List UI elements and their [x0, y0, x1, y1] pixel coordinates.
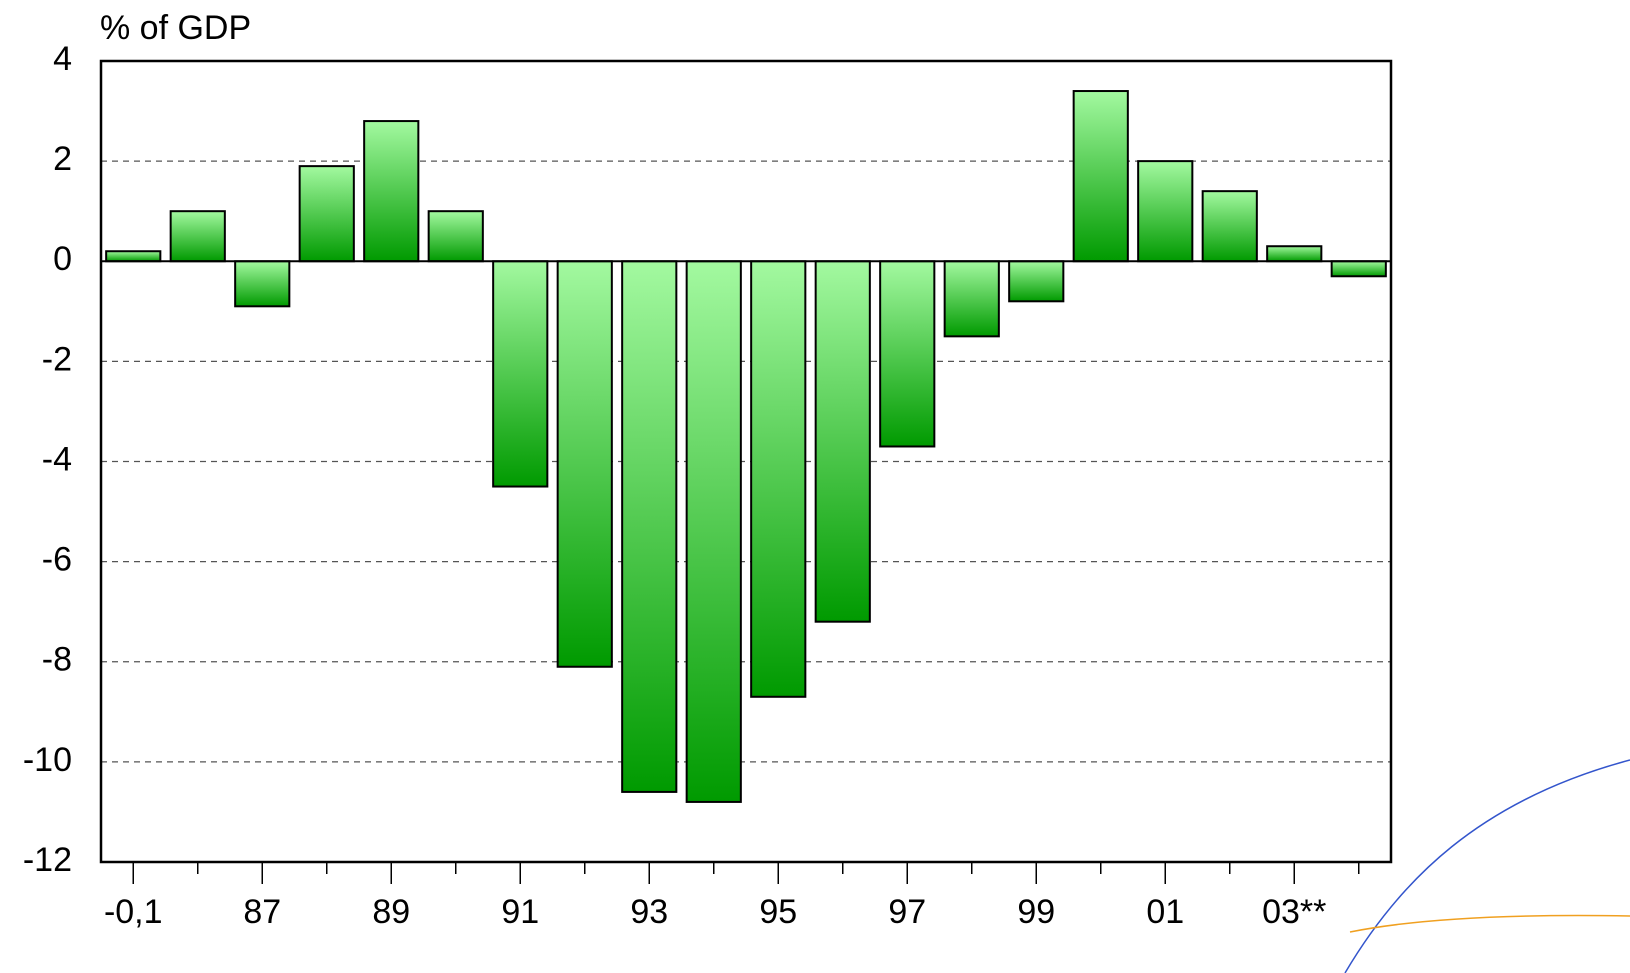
bar — [169, 210, 226, 263]
bar — [621, 260, 678, 793]
bar — [1137, 160, 1194, 263]
y-tick-label: -4 — [42, 440, 72, 478]
bar — [105, 250, 162, 263]
bar — [1201, 190, 1258, 263]
decoration-curve — [1344, 759, 1630, 973]
x-tick-label: 97 — [888, 893, 926, 931]
bar — [363, 120, 420, 263]
bar — [879, 260, 936, 448]
bar — [685, 260, 742, 803]
x-tick-label: 03** — [1262, 893, 1326, 931]
x-tick-label: -0,1 — [104, 893, 163, 931]
bar — [1266, 245, 1323, 263]
y-tick-label: -10 — [23, 741, 72, 779]
bar — [1330, 260, 1387, 278]
x-tick-label: 93 — [630, 893, 668, 931]
decoration-curve — [1349, 914, 1630, 933]
y-axis-label: % of GDP — [100, 9, 251, 47]
y-tick-label: 2 — [53, 140, 72, 178]
x-tick-label: 89 — [372, 893, 410, 931]
bar — [750, 260, 807, 698]
bar — [556, 260, 613, 668]
bar — [814, 260, 871, 623]
y-tick-label: 4 — [53, 40, 72, 78]
bar — [943, 260, 1000, 338]
x-tick-label: 91 — [501, 893, 539, 931]
bar — [298, 165, 355, 263]
bar — [1072, 90, 1129, 263]
x-tick-label: 01 — [1146, 893, 1184, 931]
y-tick-label: -8 — [42, 641, 72, 679]
y-tick-label: -6 — [42, 541, 72, 579]
x-tick-label: 95 — [759, 893, 797, 931]
y-tick-label: 0 — [53, 240, 72, 278]
y-tick-label: -2 — [42, 340, 72, 378]
y-tick-label: -12 — [23, 841, 72, 879]
bar — [427, 210, 484, 263]
plot-frame — [99, 59, 1393, 864]
x-tick-label: 99 — [1017, 893, 1055, 931]
bar — [492, 260, 549, 488]
x-tick-label: 87 — [243, 893, 281, 931]
bar — [1008, 260, 1065, 303]
bar — [234, 260, 291, 308]
